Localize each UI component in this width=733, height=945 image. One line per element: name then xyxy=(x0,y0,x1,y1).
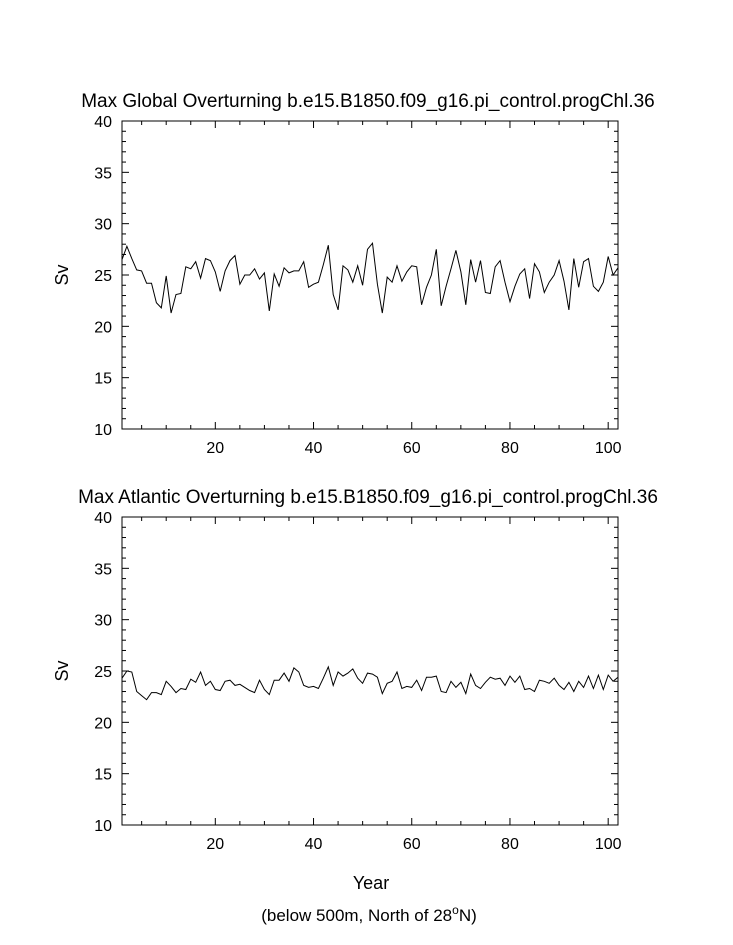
chart-0-x-tick-label: 60 xyxy=(403,440,421,457)
chart-1-x-tick-label: 20 xyxy=(206,836,224,853)
atlantic-overturning-panel: Max Atlantic Overturning b.e15.B1850.f09… xyxy=(52,487,658,893)
chart-0-y-tick-label: 30 xyxy=(94,217,112,234)
chart-0-title: Max Global Overturning b.e15.B1850.f09_g… xyxy=(81,91,655,112)
chart-0-y-tick-label: 35 xyxy=(94,165,112,182)
chart-0-x-tick-label: 100 xyxy=(595,440,622,457)
chart-1-x-axis-title: Year xyxy=(353,873,389,893)
chart-1-x-tick-label: 100 xyxy=(595,836,622,853)
chart-1-plot-frame xyxy=(121,516,619,826)
chart-1-x-tick-label: 80 xyxy=(501,836,519,853)
chart-0-y-tick-label: 15 xyxy=(94,371,112,388)
chart-0-y-tick-label: 20 xyxy=(94,319,112,336)
chart-0-series-line-0 xyxy=(121,241,619,314)
global-overturning-panel: Max Global Overturning b.e15.B1850.f09_g… xyxy=(52,91,655,457)
chart-0-y-tick-label: 10 xyxy=(94,422,112,439)
figure-footnote: (below 500m, North of 28oN) xyxy=(261,903,477,925)
chart-1-x-tick-label: 60 xyxy=(403,836,421,853)
chart-1-y-tick-label: 35 xyxy=(94,561,112,578)
chart-0-y-tick-label: 40 xyxy=(94,114,112,131)
chart-0-x-tick-label: 40 xyxy=(305,440,323,457)
chart-1-y-tick-label: 40 xyxy=(94,510,112,527)
chart-1-title: Max Atlantic Overturning b.e15.B1850.f09… xyxy=(78,487,658,508)
chart-1-x-tick-label: 40 xyxy=(305,836,323,853)
chart-1-y-tick-label: 20 xyxy=(94,715,112,732)
chart-1-series-line-0 xyxy=(121,665,619,701)
chart-1-y-tick-label: 15 xyxy=(94,767,112,784)
chart-1-y-tick-label: 25 xyxy=(94,664,112,681)
chart-0-x-tick-label: 20 xyxy=(206,440,224,457)
chart-0-x-tick-label: 80 xyxy=(501,440,519,457)
chart-1-y-tick-label: 10 xyxy=(94,818,112,835)
chart-0-y-axis-title: Sv xyxy=(52,264,72,285)
chart-0-y-tick-label: 25 xyxy=(94,268,112,285)
chart-1-y-tick-label: 30 xyxy=(94,613,112,630)
chart-0-plot-frame xyxy=(121,120,619,430)
chart-1-y-axis-title: Sv xyxy=(52,660,72,681)
